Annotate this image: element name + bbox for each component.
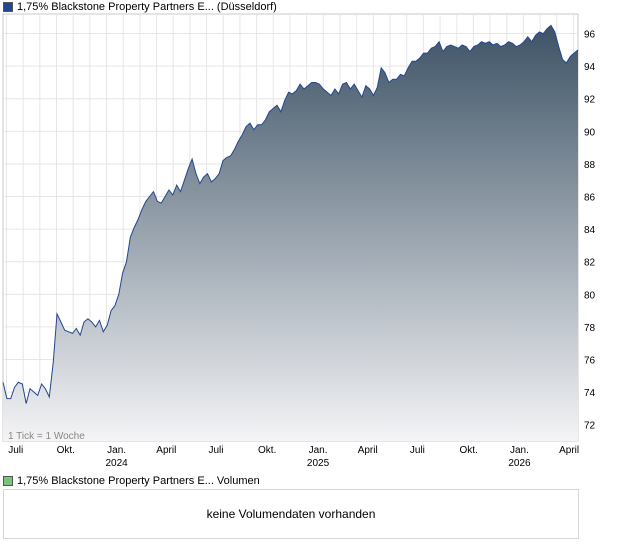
x-tick-label: April	[559, 445, 579, 456]
y-tick-label: 76	[584, 356, 596, 367]
price-chart: 72 74 76 78 80 82 84 86 88 90 92 94 96 Juli Okt. Jan. 2…	[2, 13, 596, 469]
x-tick-label: Okt.	[459, 445, 477, 456]
y-tick-label: 90	[584, 127, 596, 138]
x-axis-labels: Juli Okt. Jan. 2024 April Juli Okt. Jan. 2025 Apr…	[8, 445, 579, 469]
y-axis-labels: 72 74 76 78 80 82 84 86 88 90 92 94 96	[584, 30, 596, 432]
price-series-swatch	[3, 2, 13, 12]
y-tick-label: 96	[584, 30, 596, 41]
price-line	[2, 24, 579, 404]
y-tick-label: 92	[584, 95, 596, 106]
x-tick-label: Jan.	[107, 445, 126, 456]
x-tick-label: Jan.	[510, 445, 529, 456]
x-tick-year: 2025	[307, 458, 330, 469]
x-tick-year: 2024	[105, 458, 128, 469]
volume-series-swatch	[3, 476, 13, 486]
x-tick-label: April	[156, 445, 176, 456]
tick-note: 1 Tick = 1 Woche	[8, 431, 85, 442]
x-tick-label: Juli	[410, 445, 425, 456]
volume-series-label: 1,75% Blackstone Property Partners E... …	[17, 475, 260, 487]
price-series-label: 1,75% Blackstone Property Partners E... …	[17, 1, 277, 13]
y-tick-label: 72	[584, 421, 596, 432]
y-tick-label: 82	[584, 258, 596, 269]
y-tick-label: 80	[584, 290, 596, 301]
x-tick-label: April	[358, 445, 378, 456]
y-tick-label: 74	[584, 388, 596, 399]
volume-message: keine Volumendaten vorhanden	[206, 507, 376, 521]
x-tick-year: 2026	[508, 458, 531, 469]
x-tick-label: Okt.	[258, 445, 276, 456]
y-tick-label: 88	[584, 160, 596, 171]
x-tick-label: Juli	[208, 445, 223, 456]
y-tick-label: 86	[584, 193, 596, 204]
volume-legend: 1,75% Blackstone Property Partners E... …	[3, 474, 260, 488]
price-area	[3, 25, 578, 442]
x-tick-label: Juli	[8, 445, 23, 456]
x-tick-label: Okt.	[57, 445, 75, 456]
y-tick-label: 94	[584, 62, 596, 73]
y-tick-label: 78	[584, 323, 596, 334]
volume-panel: keine Volumendaten vorhanden	[3, 489, 579, 539]
x-tick-label: Jan.	[309, 445, 328, 456]
y-tick-label: 84	[584, 225, 596, 236]
price-legend: 1,75% Blackstone Property Partners E... …	[3, 0, 277, 14]
